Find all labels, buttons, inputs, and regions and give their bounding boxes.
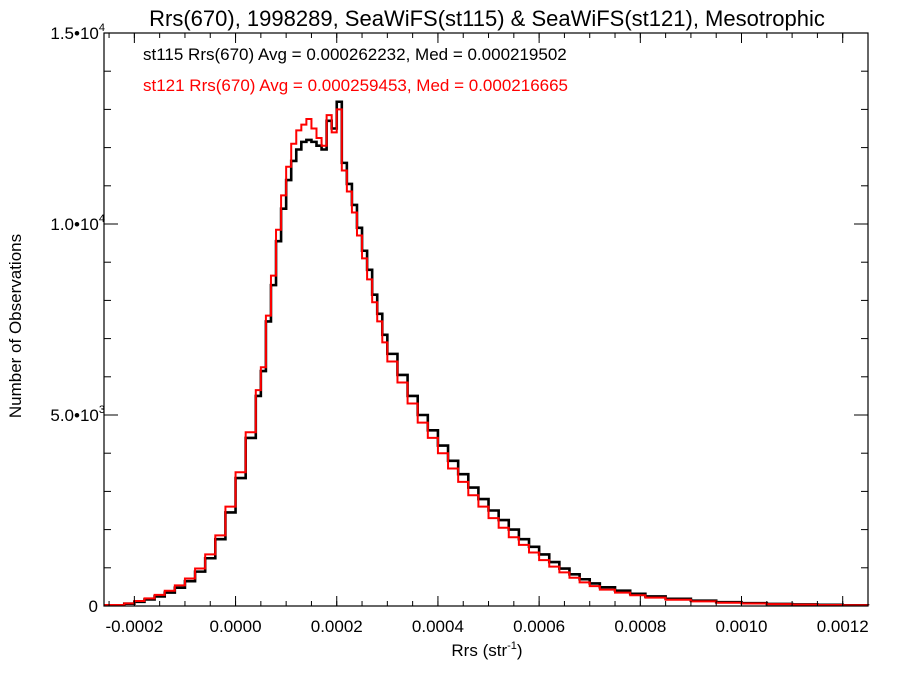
x-tick-label-3: 0.0004 (412, 617, 464, 636)
y-tick-label-0: 0 (89, 597, 98, 616)
chart-title: Rrs(670), 1998289, SeaWiFS(st115) & SeaW… (149, 6, 825, 31)
y-tick-label-1: 5.0•103 (50, 404, 105, 425)
series-layer (104, 100, 870, 607)
y-tick-label-2: 1.0•104 (50, 213, 105, 234)
legend-entry-st115: st115 Rrs(670) Avg = 0.000262232, Med = … (143, 45, 567, 64)
x-tick-label-2: 0.0002 (311, 617, 363, 636)
x-tick-label-7: 0.0012 (817, 617, 869, 636)
legend-entry-st121: st121 Rrs(670) Avg = 0.000259453, Med = … (143, 76, 568, 95)
x-tick-label-6: 0.0010 (716, 617, 768, 636)
legend: st115 Rrs(670) Avg = 0.000262232, Med = … (143, 45, 568, 95)
plot-frame (103, 32, 869, 607)
series-line-st115 (104, 100, 870, 607)
y-axis-ticks: 0 5.0•103 1.0•104 1.5•104 (50, 22, 868, 616)
plot-area: -0.0002 0.0000 0.0002 0.0004 0.0006 0.0008 0.0… (50, 22, 870, 636)
x-tick-label-0: -0.0002 (106, 617, 164, 636)
x-axis-label-close: ) (517, 641, 523, 660)
x-tick-label-4: 0.0006 (513, 617, 565, 636)
series-line-st121 (104, 108, 869, 607)
x-tick-label-1: 0.0000 (210, 617, 262, 636)
x-axis-ticks: -0.0002 0.0000 0.0002 0.0004 0.0006 0.0008 0.0… (106, 33, 869, 636)
x-axis-label-sup: -1 (507, 640, 517, 652)
x-axis-label: Rrs (str-1) (451, 640, 522, 660)
y-axis-label: Number of Observations (6, 234, 25, 418)
y-tick-label-3: 1.5•104 (50, 22, 105, 43)
x-tick-label-5: 0.0008 (614, 617, 666, 636)
x-axis-label-main: Rrs (str (451, 641, 507, 660)
